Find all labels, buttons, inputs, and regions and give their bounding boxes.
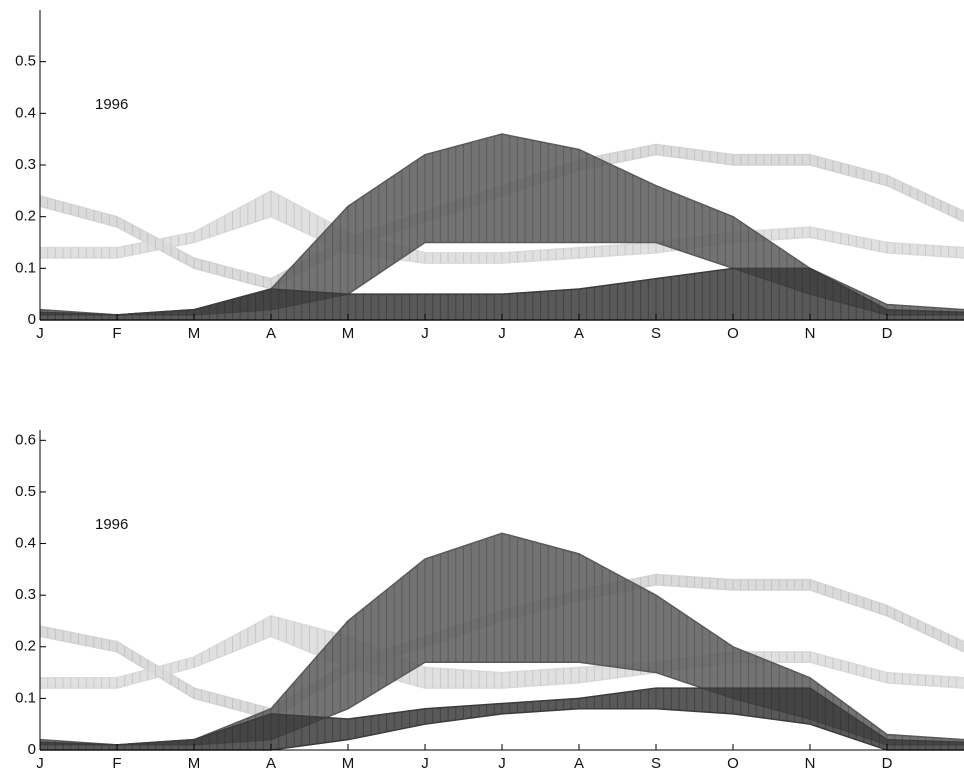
x-tick-label: N xyxy=(805,755,816,770)
annotation: 1996 xyxy=(95,96,128,113)
x-tick-label: M xyxy=(188,325,201,342)
y-tick-label: 0 xyxy=(28,741,36,758)
x-tick-label: J xyxy=(36,755,44,770)
y-tick-label: 0.5 xyxy=(15,53,36,70)
x-tick-label: N xyxy=(805,325,816,342)
y-tick-label: 0.4 xyxy=(15,104,36,121)
x-tick-label: O xyxy=(727,325,739,342)
y-tick-label: 0.5 xyxy=(15,483,36,500)
y-tick-label: 0.2 xyxy=(15,638,36,655)
x-tick-label: M xyxy=(188,755,201,770)
x-tick-label: M xyxy=(342,325,355,342)
x-tick-label: M xyxy=(342,755,355,770)
x-tick-label: A xyxy=(266,755,276,770)
x-tick-label: A xyxy=(266,325,276,342)
x-tick-label: A xyxy=(574,755,584,770)
y-tick-label: 0.3 xyxy=(15,586,36,603)
x-tick-label: S xyxy=(651,755,661,770)
y-tick-label: 0.4 xyxy=(15,535,36,552)
x-tick-label: A xyxy=(574,325,584,342)
y-tick-label: 0.1 xyxy=(15,259,36,276)
x-tick-label: J xyxy=(498,755,506,770)
x-tick-label: J xyxy=(36,325,44,342)
y-tick-label: 0 xyxy=(28,311,36,328)
x-tick-label: J xyxy=(498,325,506,342)
y-tick-label: 0.3 xyxy=(15,156,36,173)
x-tick-label: D xyxy=(882,755,893,770)
y-tick-label: 0.1 xyxy=(15,689,36,706)
x-tick-label: O xyxy=(727,755,739,770)
y-tick-label: 0.2 xyxy=(15,208,36,225)
x-tick-label: F xyxy=(112,325,121,342)
x-tick-label: J xyxy=(421,755,429,770)
annotation: 1996 xyxy=(95,516,128,533)
x-tick-label: S xyxy=(651,325,661,342)
x-tick-label: F xyxy=(112,755,121,770)
y-tick-label: 0.6 xyxy=(15,431,36,448)
x-tick-label: D xyxy=(882,325,893,342)
x-tick-label: J xyxy=(421,325,429,342)
